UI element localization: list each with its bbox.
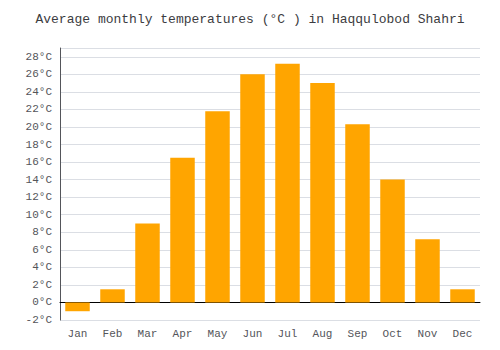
svg-text:24°C: 24°C (26, 86, 53, 98)
svg-text:Mar: Mar (138, 328, 158, 340)
svg-text:Oct: Oct (383, 328, 403, 340)
svg-text:20°C: 20°C (26, 121, 53, 133)
svg-text:14°C: 14°C (26, 174, 53, 186)
svg-text:10°C: 10°C (26, 209, 53, 221)
svg-text:Aug: Aug (313, 328, 333, 340)
svg-text:Average monthly temperatures (: Average monthly temperatures (°C ) in Ha… (35, 12, 464, 27)
svg-text:22°C: 22°C (26, 103, 53, 115)
svg-text:Sep: Sep (348, 328, 368, 340)
svg-text:-2°C: -2°C (26, 314, 53, 326)
svg-text:May: May (208, 328, 228, 340)
svg-text:8°C: 8°C (32, 226, 52, 238)
svg-text:16°C: 16°C (26, 156, 53, 168)
svg-text:2°C: 2°C (32, 279, 52, 291)
svg-text:4°C: 4°C (32, 261, 52, 273)
svg-text:28°C: 28°C (26, 51, 53, 63)
svg-text:18°C: 18°C (26, 139, 53, 151)
svg-text:12°C: 12°C (26, 191, 53, 203)
svg-text:0°C: 0°C (32, 296, 52, 308)
svg-text:Feb: Feb (103, 328, 123, 340)
svg-text:Nov: Nov (418, 328, 438, 340)
svg-text:26°C: 26°C (26, 68, 53, 80)
svg-text:Jun: Jun (243, 328, 263, 340)
svg-text:6°C: 6°C (32, 244, 52, 256)
svg-text:Jul: Jul (278, 328, 298, 340)
svg-text:Dec: Dec (453, 328, 473, 340)
svg-text:Jan: Jan (68, 328, 88, 340)
svg-text:Apr: Apr (173, 328, 193, 340)
